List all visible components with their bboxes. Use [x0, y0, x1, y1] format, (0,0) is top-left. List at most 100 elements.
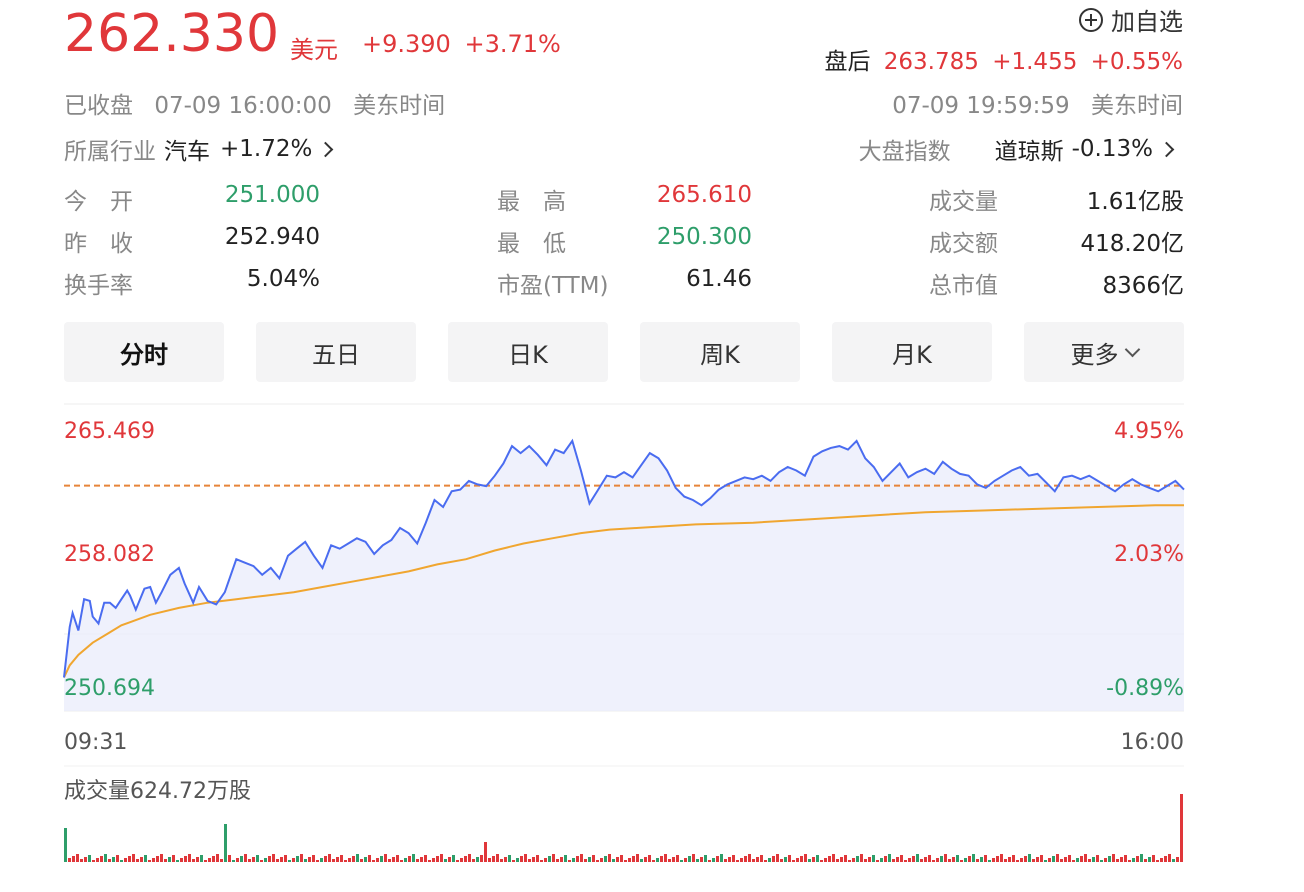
volume-bar	[1068, 855, 1071, 862]
after-hours-quote: 盘后 263.785 +1.455 +0.55%	[824, 42, 1183, 76]
volume-bar	[576, 856, 579, 862]
volume-bar	[1136, 856, 1139, 862]
volume-bar	[196, 857, 199, 862]
volume-bar	[84, 857, 87, 862]
volume-bar	[1132, 858, 1135, 862]
volume-bar	[536, 855, 539, 862]
volume-bar	[864, 859, 867, 862]
volume-bar	[936, 858, 939, 862]
tab-intraday-label: 分时	[120, 340, 168, 369]
volume-bar	[804, 854, 807, 862]
tab-more-dropdown[interactable]: 更多	[1024, 322, 1184, 382]
chevron-right-icon	[1158, 141, 1175, 158]
volume-bar	[112, 857, 115, 862]
volume-bar	[584, 859, 587, 862]
volume-bar	[368, 855, 371, 862]
volume-bar	[332, 859, 335, 862]
stat-prev-close-label: 昨 收	[64, 231, 133, 257]
volume-bar	[512, 860, 515, 862]
volume-bar	[480, 855, 483, 862]
volume-bar	[956, 855, 959, 862]
volume-bar	[752, 859, 755, 862]
volume-bar	[456, 860, 459, 862]
volume-bar	[568, 860, 571, 862]
volume-bar	[1036, 857, 1039, 862]
tab-five-day-label: 五日	[312, 340, 360, 369]
volume-bar	[724, 859, 727, 862]
volume-bar	[732, 855, 735, 862]
volume-bar	[700, 857, 703, 862]
volume-bar	[504, 857, 507, 862]
volume-bar	[220, 859, 223, 862]
volume-bar	[264, 858, 267, 862]
volume-bar	[152, 858, 155, 862]
volume-bar	[856, 856, 859, 862]
volume-bar	[324, 856, 327, 862]
volume-bar	[236, 858, 239, 862]
market-index-link[interactable]: 大盘指数 道琼斯 -0.13%	[858, 132, 1175, 166]
volume-bar	[364, 857, 367, 862]
volume-bar	[516, 858, 519, 862]
volume-bar	[268, 856, 271, 862]
volume-bar	[460, 858, 463, 862]
volume-bar	[1080, 856, 1083, 862]
volume-bar	[452, 855, 455, 862]
price-change-value: +9.390	[362, 30, 451, 58]
volume-bar	[888, 854, 891, 862]
market-index-label: 大盘指数	[858, 139, 951, 165]
volume-bar	[312, 855, 315, 862]
tab-weekly-k[interactable]: 周K	[640, 322, 800, 382]
volume-bar	[356, 854, 359, 862]
volume-bar	[436, 856, 439, 862]
volume-bar	[612, 859, 615, 862]
volume-bar	[428, 860, 431, 862]
volume-bar	[1056, 854, 1059, 862]
volume-bar	[520, 856, 523, 862]
currency-unit: 美元	[290, 36, 338, 64]
volume-bar	[540, 860, 543, 862]
industry-link[interactable]: 所属行业 汽车 +1.72%	[64, 132, 334, 166]
volume-bar	[548, 856, 551, 862]
add-to-watchlist-button[interactable]: 加自选	[1079, 2, 1183, 37]
volume-bar	[320, 858, 323, 862]
volume-bar	[164, 859, 167, 862]
volume-bar	[764, 860, 767, 862]
tab-daily-k[interactable]: 日K	[448, 322, 608, 382]
volume-bar	[820, 860, 823, 862]
volume-bar	[800, 856, 803, 862]
volume-bar	[344, 860, 347, 862]
volume-bar	[424, 855, 427, 862]
volume-bar	[1008, 857, 1011, 862]
volume-bar	[672, 857, 675, 862]
industry-name: 汽车	[164, 139, 210, 165]
volume-bar	[1148, 857, 1151, 862]
tab-intraday[interactable]: 分时	[64, 322, 224, 382]
volume-bar	[904, 860, 907, 862]
volume-bar	[840, 857, 843, 862]
volume-bar	[1012, 855, 1015, 862]
volume-bar	[1064, 857, 1067, 862]
chevron-right-icon	[318, 141, 334, 158]
volume-bar	[884, 856, 887, 862]
volume-bar	[972, 854, 975, 862]
volume-bar	[784, 857, 787, 862]
stat-pe-label: 市盈(TTM)	[497, 273, 609, 299]
volume-bar	[384, 854, 387, 862]
volume-bar	[776, 854, 779, 862]
volume-bar	[276, 859, 279, 862]
x-tick-start: 09:31	[64, 730, 128, 755]
price-change-percent: +3.71%	[464, 30, 561, 58]
volume-bar	[340, 855, 343, 862]
volume-bar	[600, 858, 603, 862]
tab-five-day[interactable]: 五日	[256, 322, 416, 382]
volume-bar	[248, 859, 251, 862]
volume-bar	[216, 854, 219, 862]
add-to-watchlist-label: 加自选	[1111, 8, 1183, 36]
tab-more-label: 更多	[1070, 340, 1119, 369]
volume-bar	[556, 859, 559, 862]
volume-bar	[260, 860, 263, 862]
volume-bar	[244, 854, 247, 862]
volume-bar	[848, 860, 851, 862]
volume-bar	[432, 858, 435, 862]
tab-monthly-k[interactable]: 月K	[832, 322, 992, 382]
